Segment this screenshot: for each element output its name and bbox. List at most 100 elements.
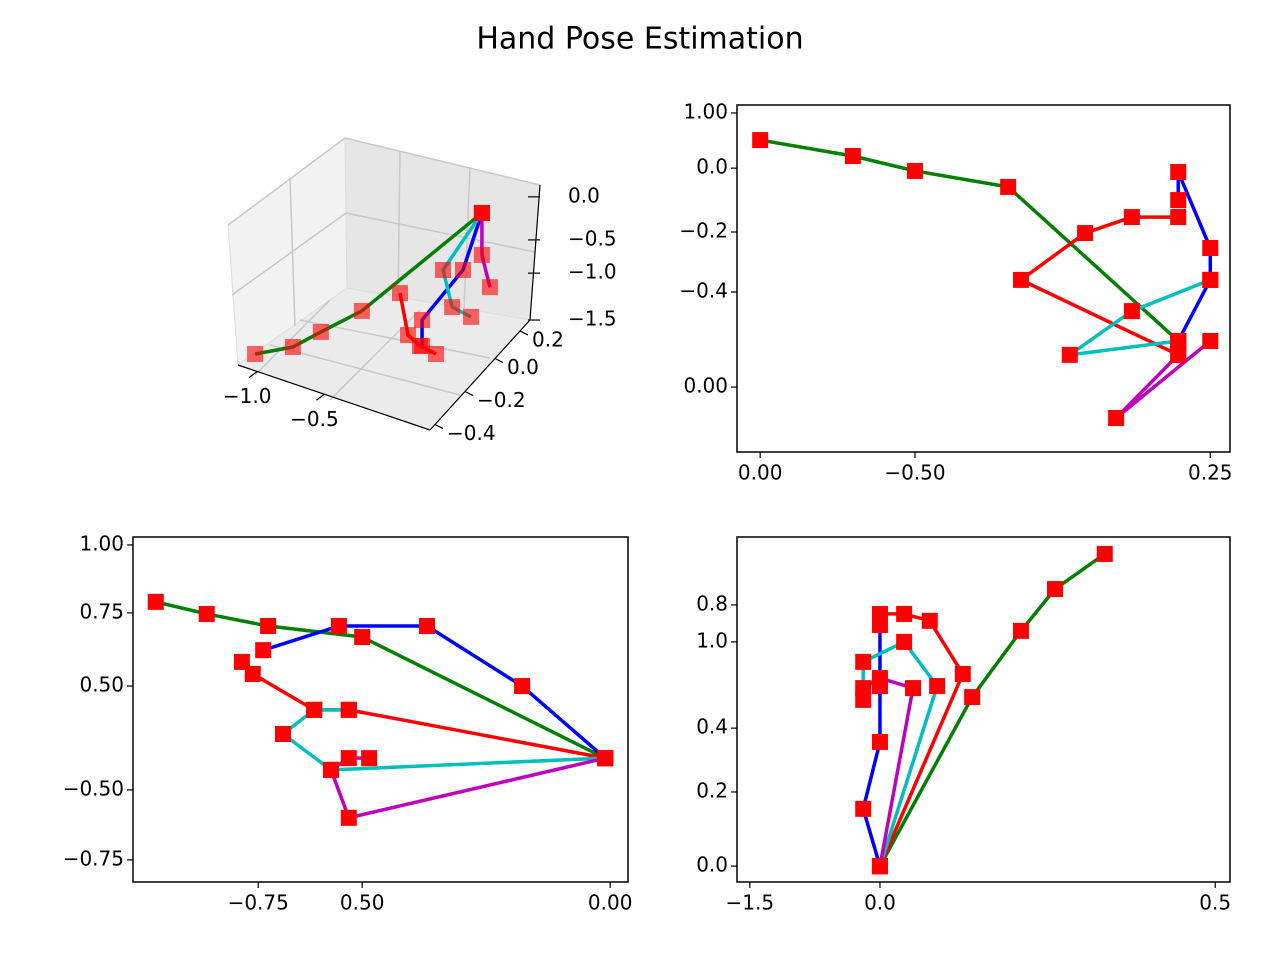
y-tick-label: 0.75: [79, 599, 124, 623]
point-marker: [929, 678, 946, 695]
point-marker: [340, 750, 357, 767]
point-marker: [871, 616, 888, 633]
point-marker: [1170, 332, 1187, 349]
y-tick-label: 0.8: [696, 591, 728, 615]
series-line: [862, 676, 915, 867]
y-tick-label: 1.00: [683, 99, 728, 123]
y-tick: [464, 390, 474, 397]
series-line: [1068, 278, 1211, 357]
z-tick-label: −1.0: [568, 260, 617, 284]
z-tick-label: 0.0: [568, 183, 600, 207]
point-marker: [340, 809, 357, 826]
y-tick-label: −0.2: [477, 388, 526, 412]
point-marker: [597, 750, 614, 767]
point-marker: [255, 642, 272, 659]
point-marker: [1202, 239, 1219, 256]
y-tick-label: 0.0: [696, 853, 728, 877]
x-tick-label: −0.75: [228, 891, 289, 915]
point-marker: [481, 279, 498, 296]
point-marker: [514, 678, 531, 695]
y-tick-label: 0.50: [79, 673, 124, 697]
point-marker: [921, 612, 938, 629]
point-marker: [330, 618, 347, 635]
point-marker: [284, 339, 301, 355]
y-tick-label: 0.2: [532, 328, 564, 352]
point-marker: [419, 618, 436, 635]
point-marker: [361, 750, 378, 767]
point-marker: [855, 653, 872, 670]
x-tick-label: 0.25: [1188, 461, 1233, 485]
x-tick-label: 0.50: [340, 891, 385, 915]
y-tick-label: 0.00: [683, 374, 728, 398]
point-marker: [1000, 178, 1017, 195]
point-marker: [414, 337, 431, 354]
point-marker: [260, 618, 277, 635]
y-tick-label: 0.0: [507, 355, 539, 379]
point-marker: [1012, 271, 1029, 288]
point-marker: [1170, 192, 1187, 209]
x-tick-label: 0.0: [864, 891, 896, 915]
figure-title: Hand Pose Estimation: [476, 22, 803, 57]
x-tick-label: −0.50: [884, 461, 945, 485]
y-tick-label: 0.0: [696, 155, 728, 179]
point-marker: [428, 346, 445, 362]
y-tick: [434, 423, 444, 430]
point-marker: [444, 299, 461, 316]
axes-3d-panes: [227, 137, 541, 431]
point-marker: [353, 302, 370, 319]
point-marker: [1108, 409, 1125, 426]
point-marker: [855, 680, 872, 697]
series-line: [441, 211, 484, 319]
point-marker: [1046, 581, 1063, 598]
plot-area: [132, 536, 629, 883]
point-marker: [1123, 209, 1140, 226]
y-tick-label: 1.00: [79, 531, 124, 555]
point-marker: [871, 733, 888, 750]
point-marker: [435, 262, 452, 278]
point-marker: [964, 689, 981, 706]
point-marker: [906, 162, 923, 179]
y-tick: [519, 330, 529, 336]
point-marker: [244, 665, 261, 682]
point-marker: [1061, 346, 1078, 363]
point-marker: [844, 148, 861, 165]
point-marker: [323, 761, 339, 778]
point-marker: [896, 633, 913, 650]
point-marker: [1170, 163, 1187, 180]
point-marker: [871, 670, 888, 687]
point-marker: [1012, 622, 1029, 639]
x-tick-label: 0.00: [738, 461, 783, 485]
point-marker: [1170, 346, 1187, 363]
x-tick-label: −0.5: [290, 407, 339, 431]
point-marker: [871, 858, 888, 875]
point-marker: [274, 725, 291, 742]
x-tick-label: 0.5: [1199, 891, 1231, 915]
point-marker: [392, 285, 408, 302]
z-tick-label: −1.5: [568, 307, 617, 331]
point-marker: [414, 312, 431, 329]
point-marker: [1123, 303, 1140, 320]
point-marker: [855, 800, 872, 817]
x-tick-label: 0.00: [588, 891, 633, 915]
point-marker: [312, 323, 329, 340]
z-tick-label: −0.5: [568, 226, 617, 250]
point-marker: [306, 701, 323, 718]
point-marker: [896, 605, 913, 622]
point-marker: [247, 346, 264, 362]
x-tick-label: −1.0: [223, 384, 272, 408]
x-tick-label: −1.5: [726, 891, 775, 915]
series-line: [420, 212, 484, 346]
y-tick: [494, 357, 504, 364]
point-marker: [1077, 225, 1094, 242]
point-marker: [1202, 332, 1219, 349]
point-marker: [473, 204, 490, 221]
point-marker: [954, 665, 971, 682]
point-marker: [233, 653, 250, 670]
point-marker: [1096, 545, 1113, 562]
y-tick-label: −0.50: [63, 776, 124, 800]
point-marker: [473, 246, 490, 263]
point-marker: [354, 629, 371, 646]
y-tick-label: −0.2: [679, 219, 728, 243]
x-tick: [316, 393, 325, 401]
y-tick-label: 0.2: [696, 778, 728, 802]
